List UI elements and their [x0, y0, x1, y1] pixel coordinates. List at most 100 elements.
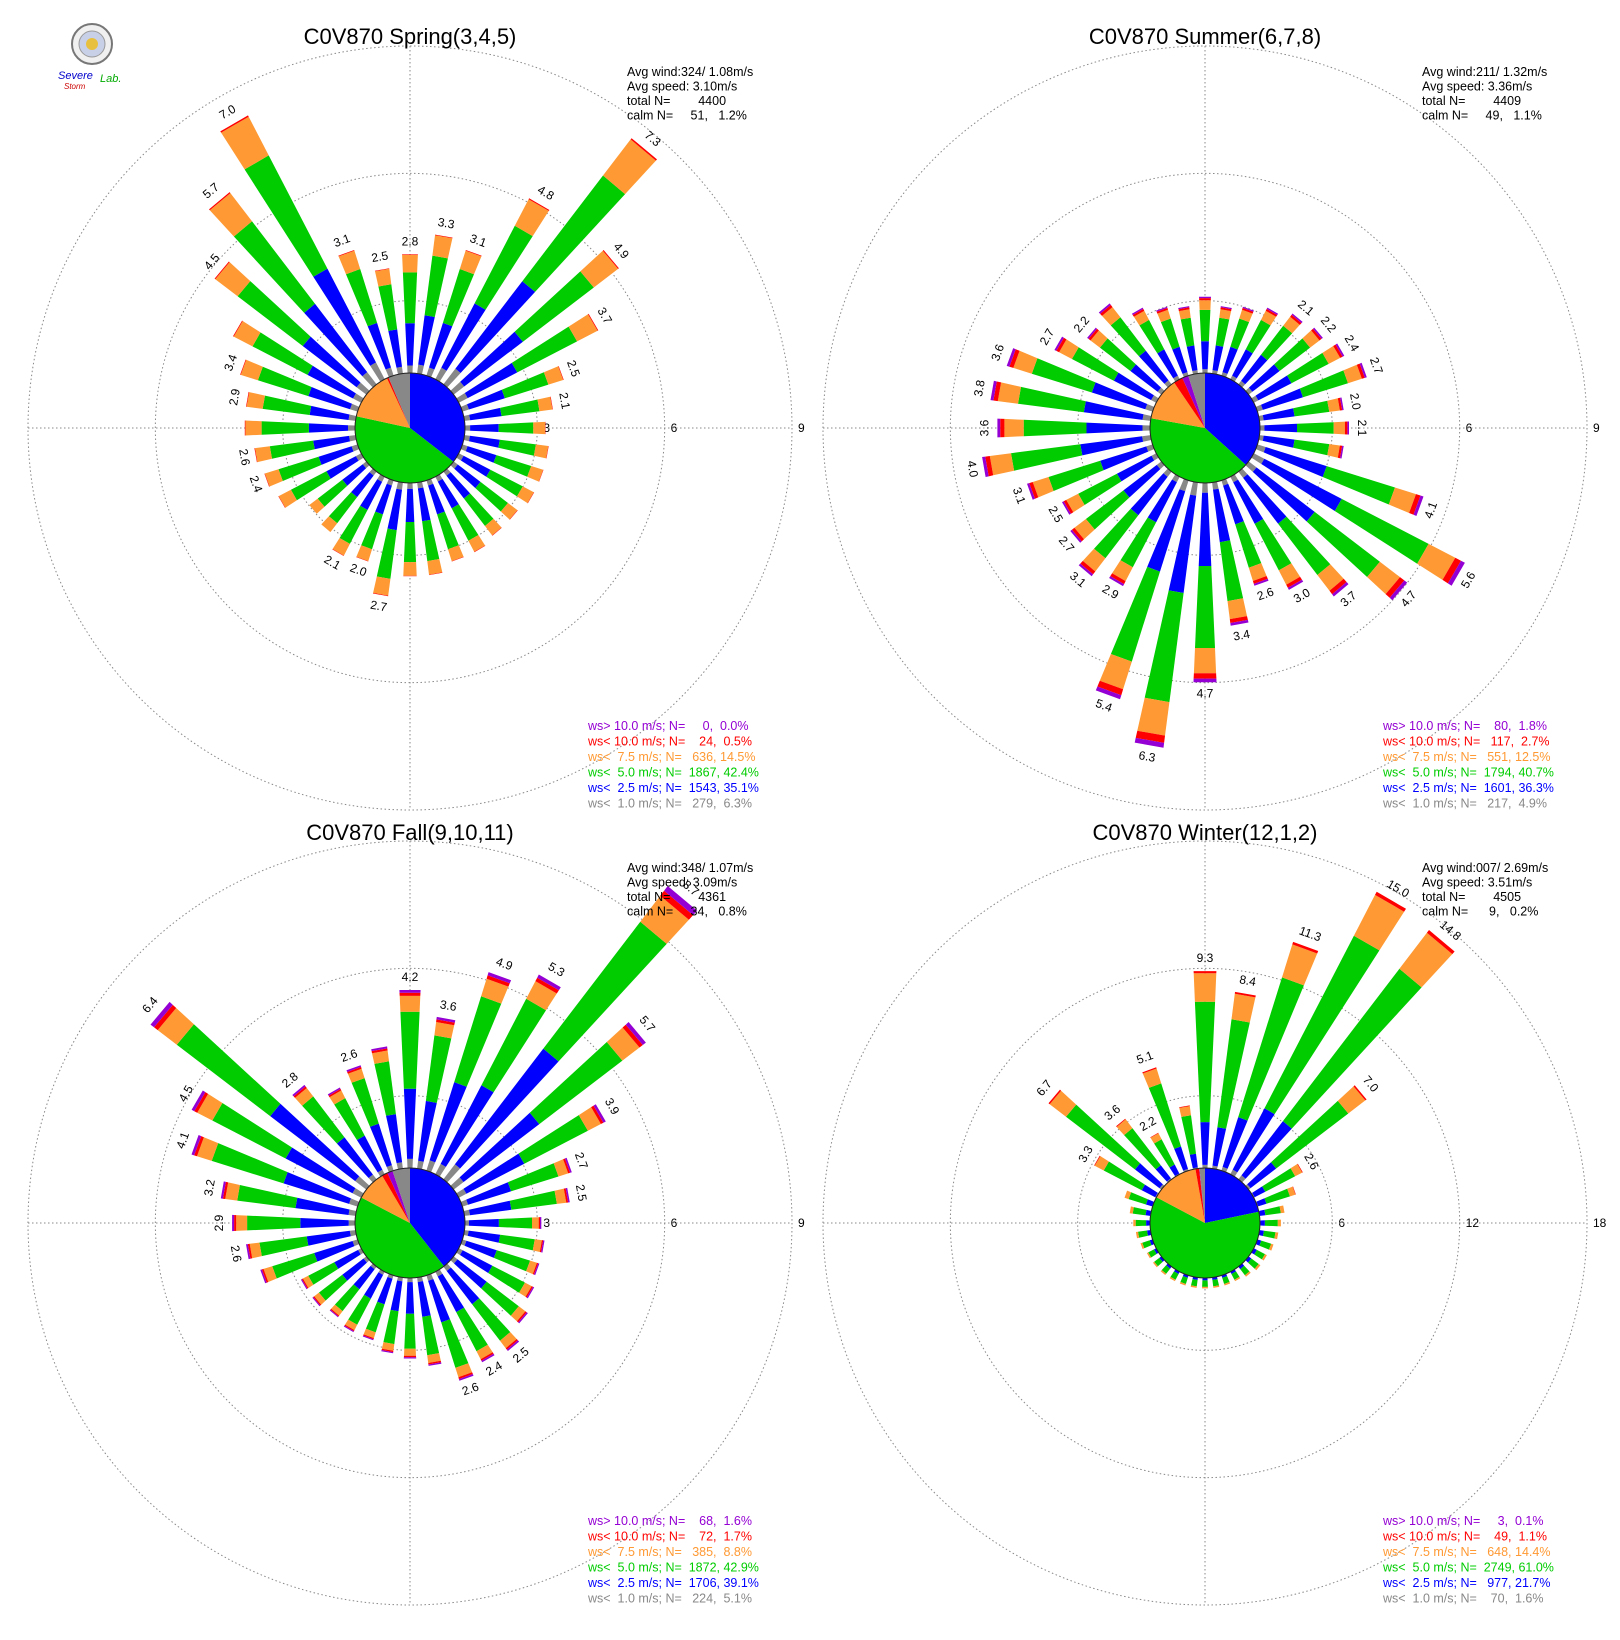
rose-bar-segment — [362, 372, 377, 388]
rose-bar-segment — [427, 1353, 441, 1363]
rose-bar-segment — [361, 511, 383, 550]
rose-bar-segment — [460, 444, 468, 452]
rose-bar-segment — [428, 1279, 450, 1323]
rose-bar-segment — [390, 1280, 403, 1312]
rose-bar-segment — [352, 1239, 360, 1247]
rose-bar-segment — [356, 545, 372, 562]
rose-bar-segment — [534, 1263, 540, 1276]
rose-bar-segment — [262, 395, 312, 415]
rose-bar-segment — [402, 272, 418, 324]
sector-value-label: 2.5 — [564, 358, 583, 379]
rose-bar-segment — [1191, 1279, 1198, 1287]
rose-bar-segment — [1277, 1219, 1281, 1227]
sector-value-label: 14.8 — [1437, 918, 1464, 944]
stats-line: calm N= 49, 1.1% — [1422, 109, 1542, 123]
rose-bar-segment — [1343, 364, 1362, 384]
rose-bar-segment — [1198, 492, 1212, 566]
rose-bar-segment — [1217, 1019, 1250, 1129]
rose-bar-segment — [580, 250, 619, 288]
rose-bar-segment — [429, 322, 453, 370]
rose-bar-segment — [400, 1011, 420, 1089]
center-pie-slice — [1174, 377, 1205, 428]
rose-bar-segment — [1009, 349, 1020, 368]
rose-bar-segment — [424, 255, 448, 317]
rose-bar-segment — [602, 250, 619, 269]
rose-bar-segment — [1180, 317, 1195, 347]
rose-bar-segment — [1199, 298, 1211, 301]
rose-bar-segment — [469, 407, 502, 421]
rose-bar-segment — [514, 271, 594, 342]
rose-bar-segment — [1255, 375, 1292, 401]
rose-bar-segment — [427, 559, 443, 575]
rose-bar-segment — [403, 1355, 417, 1358]
rose-bar-segment — [1202, 1278, 1208, 1281]
rose-bar-segment — [660, 890, 694, 920]
rose-bar-segment — [1286, 576, 1302, 588]
rose-bar-segment — [455, 281, 536, 373]
rose-bar-segment — [214, 261, 230, 280]
rose-bar-segment — [454, 996, 502, 1087]
rose-bar-segment — [348, 1220, 356, 1226]
rose-bar-segment — [1018, 386, 1086, 413]
rose-bar-segment — [365, 1301, 385, 1333]
rose-bar-segment — [362, 461, 370, 469]
rose-bar-segment — [353, 393, 364, 403]
ring-tick-label: 18 — [1593, 1216, 1607, 1230]
rose-bar-segment — [1241, 1121, 1292, 1179]
rose-bar-segment — [1340, 445, 1344, 459]
rose-bar-segment — [1074, 519, 1095, 540]
rose-bar-segment — [1133, 1219, 1136, 1227]
rose-bar-segment — [460, 1199, 469, 1207]
rose-bar-segment — [1031, 358, 1096, 393]
sector-value-label: 2.9 — [212, 1214, 226, 1231]
rose-bar-segment — [1194, 1001, 1216, 1123]
sector-value-label: 2.1 — [1295, 297, 1317, 319]
sector-value-label: 2.0 — [348, 560, 369, 579]
ring-tick-label: 9 — [798, 1216, 805, 1230]
rose-bar-segment — [1293, 439, 1330, 456]
rose-bar-segment — [1245, 387, 1253, 395]
sector-value-label: 2.8 — [279, 1069, 301, 1091]
rose-bar-segment — [1193, 673, 1217, 679]
legend-entry: ws< 5.0 m/s; N= 1794, 40.7% — [1382, 766, 1554, 780]
rose-bar-segment — [422, 519, 440, 562]
legend-entry: ws< 2.5 m/s; N= 977, 21.7% — [1382, 1576, 1550, 1590]
rose-bar-segment — [278, 456, 322, 481]
rose-bar-segment — [1140, 1242, 1145, 1249]
panel-title: C0V870 Spring(3,4,5) — [304, 24, 517, 49]
sector-value-label: 2.5 — [510, 1344, 532, 1366]
rose-bar-segment — [1293, 400, 1330, 417]
rose-bar-segment — [1142, 1240, 1152, 1249]
rose-bar-segment — [1255, 444, 1266, 453]
rose-bar-segment — [568, 314, 598, 342]
rose-bar-segment — [1071, 527, 1084, 542]
rose-bar-segment — [446, 1267, 480, 1305]
rose-bar-segment — [371, 1046, 388, 1052]
rose-bar-segment — [338, 250, 355, 257]
rose-bar-segment — [498, 1217, 532, 1229]
stats-line: Avg wind:348/ 1.07m/s — [627, 861, 753, 875]
rose-bar-segment — [417, 487, 431, 522]
rose-bar-segment — [346, 269, 378, 327]
rose-bar-segment — [535, 977, 559, 994]
sector-value-label: 2.7 — [369, 598, 388, 615]
rose-bar-segment — [1258, 435, 1264, 441]
stats-line: Avg speed: 3.09m/s — [627, 876, 737, 890]
legend-entry: ws< 1.0 m/s; N= 70, 1.6% — [1382, 1592, 1544, 1606]
rose-bar-segment — [349, 435, 357, 442]
legend-entry: ws< 1.0 m/s; N= 217, 4.9% — [1382, 797, 1547, 811]
rose-bar-segment — [220, 115, 249, 133]
rose-bar-segment — [1253, 578, 1269, 586]
rose-bar-segment — [1155, 1165, 1171, 1182]
rose-bar-segment — [1248, 1258, 1259, 1269]
rose-bar-segment — [1027, 483, 1035, 500]
rose-bar-segment — [157, 1008, 194, 1045]
rose-bar-segment — [1083, 401, 1144, 420]
center-pie-slice — [1199, 1168, 1205, 1223]
rose-bar-segment — [257, 366, 312, 397]
rose-bar-segment — [1252, 467, 1315, 522]
rose-bar-segment — [1193, 973, 1217, 1002]
rose-bar-segment — [591, 1105, 604, 1124]
rose-bar-segment — [475, 481, 508, 512]
rose-bar-segment — [985, 456, 994, 477]
